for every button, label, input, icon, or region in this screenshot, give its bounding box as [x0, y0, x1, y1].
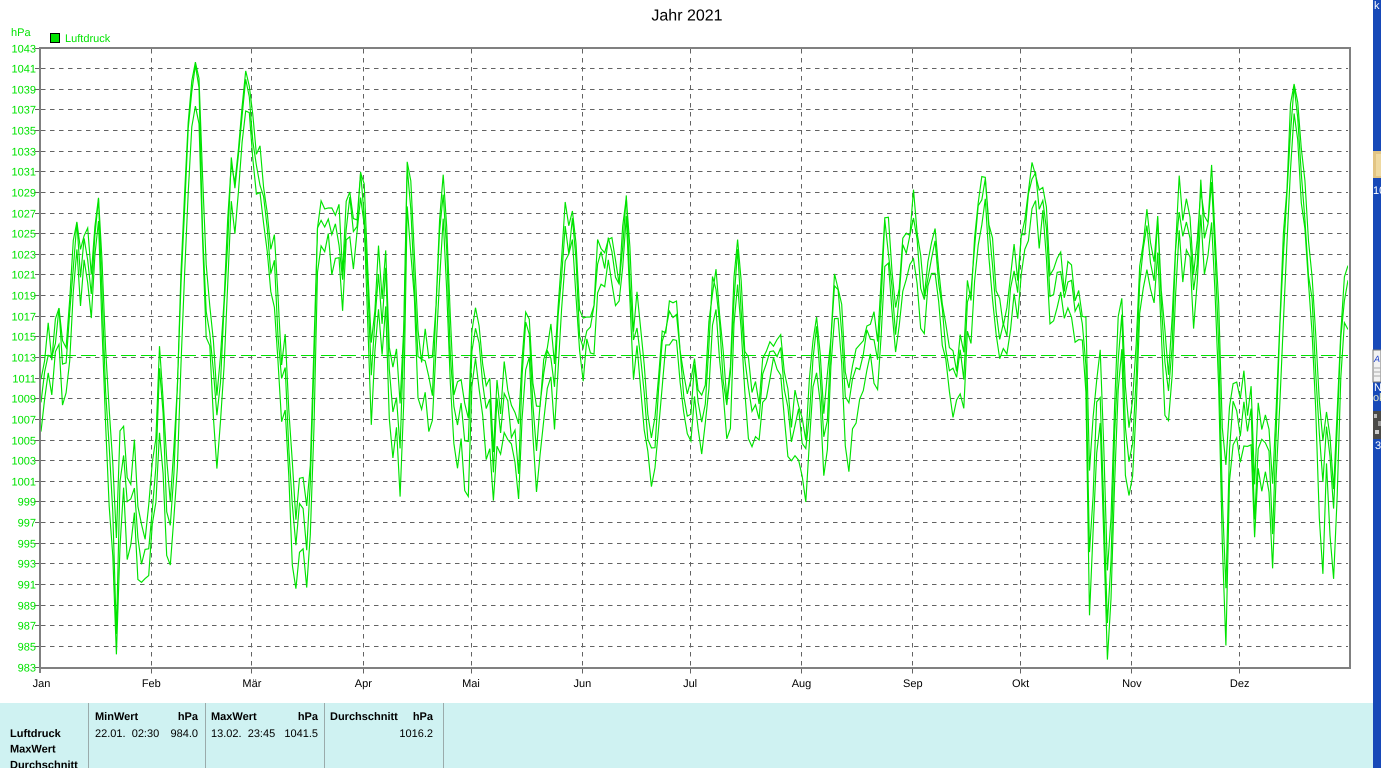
svg-text:MaxWert: MaxWert — [211, 711, 257, 723]
svg-text:1007: 1007 — [12, 414, 36, 426]
svg-text:Mai: Mai — [462, 678, 480, 690]
svg-text:10: 10 — [1373, 185, 1381, 197]
svg-text:Aug: Aug — [792, 678, 812, 690]
svg-text:999: 999 — [18, 496, 36, 508]
svg-text:995: 995 — [18, 538, 36, 550]
svg-text:Jan: Jan — [33, 678, 51, 690]
svg-text:N: N — [1374, 382, 1381, 394]
svg-text:1009: 1009 — [12, 393, 36, 405]
svg-text:Feb: Feb — [142, 678, 161, 690]
svg-text:1013: 1013 — [12, 352, 36, 364]
svg-text:1003: 1003 — [12, 455, 36, 467]
svg-text:hPa: hPa — [178, 711, 199, 723]
svg-text:997: 997 — [18, 517, 36, 529]
svg-text:1001: 1001 — [12, 476, 36, 488]
svg-text:Jul: Jul — [683, 678, 697, 690]
svg-text:1035: 1035 — [12, 125, 36, 137]
svg-text:Sep: Sep — [903, 678, 923, 690]
svg-text:1021: 1021 — [12, 269, 36, 281]
svg-text:hPa: hPa — [413, 711, 434, 723]
svg-text:MinWert: MinWert — [95, 711, 139, 723]
svg-text:1033: 1033 — [12, 146, 36, 158]
svg-text:1019: 1019 — [12, 290, 36, 302]
svg-text:987: 987 — [18, 620, 36, 632]
svg-text:1023: 1023 — [12, 249, 36, 261]
svg-text:984.0: 984.0 — [170, 728, 198, 740]
svg-text:991: 991 — [18, 579, 36, 591]
svg-text:1015: 1015 — [12, 331, 36, 343]
svg-text:989: 989 — [18, 600, 36, 612]
svg-text:Mär: Mär — [242, 678, 261, 690]
svg-text:Jun: Jun — [574, 678, 592, 690]
svg-text:Nov: Nov — [1122, 678, 1142, 690]
svg-text:993: 993 — [18, 558, 36, 570]
svg-text:A: A — [1373, 354, 1380, 364]
svg-text:Durchschnitt: Durchschnitt — [10, 760, 78, 768]
svg-text:1025: 1025 — [12, 228, 36, 240]
svg-text:1011: 1011 — [12, 373, 36, 385]
svg-text:Luftdruck: Luftdruck — [10, 728, 62, 740]
svg-text:Durchschnitt: Durchschnitt — [330, 711, 398, 723]
svg-text:1017: 1017 — [12, 311, 36, 323]
svg-text:22.01. 02:30: 22.01. 02:30 — [95, 728, 159, 740]
svg-text:hPa: hPa — [298, 711, 319, 723]
svg-text:Luftdruck: Luftdruck — [65, 33, 111, 45]
svg-text:1029: 1029 — [12, 187, 36, 199]
svg-text:985: 985 — [18, 641, 36, 653]
svg-text:Dez: Dez — [1230, 678, 1250, 690]
svg-text:1041.5: 1041.5 — [284, 728, 318, 740]
svg-text:1027: 1027 — [12, 208, 36, 220]
svg-text:k: k — [1374, 0, 1380, 12]
svg-text:1016.2: 1016.2 — [399, 728, 433, 740]
svg-text:3: 3 — [1375, 440, 1381, 452]
svg-text:1043: 1043 — [12, 43, 36, 55]
svg-text:MaxWert: MaxWert — [10, 744, 56, 756]
svg-text:983: 983 — [18, 662, 36, 674]
svg-text:Jahr 2021: Jahr 2021 — [651, 8, 722, 25]
svg-text:1005: 1005 — [12, 435, 36, 447]
svg-text:1031: 1031 — [12, 166, 36, 178]
svg-text:1039: 1039 — [12, 84, 36, 96]
svg-text:Okt: Okt — [1012, 678, 1029, 690]
svg-text:ok: ok — [1373, 392, 1381, 404]
svg-text:1041: 1041 — [12, 63, 36, 75]
svg-text:Apr: Apr — [355, 678, 372, 690]
svg-text:13.02. 23:45: 13.02. 23:45 — [211, 728, 275, 740]
svg-text:hPa: hPa — [11, 27, 31, 39]
svg-text:1037: 1037 — [12, 104, 36, 116]
